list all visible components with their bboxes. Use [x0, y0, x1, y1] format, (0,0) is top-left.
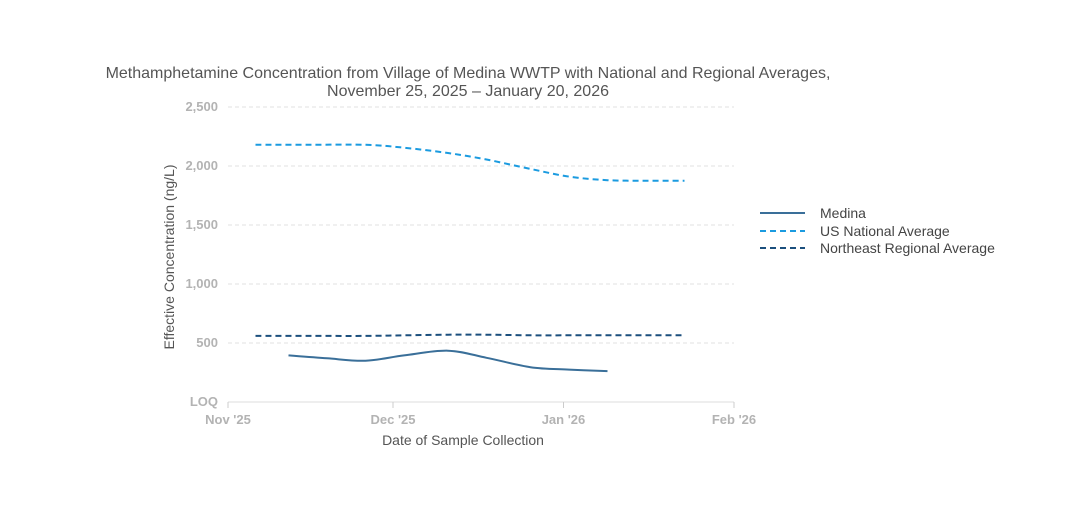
legend: Medina US National Average Northeast Reg… [760, 205, 995, 256]
series-line-medina[interactable] [288, 349, 608, 373]
x-tick-label-1: Dec '25 [370, 412, 415, 427]
y-tick-label-4: 2,000 [185, 158, 218, 173]
series-lines [255, 143, 685, 373]
legend-label-national: US National Average [820, 223, 950, 239]
y-tick-label-1: 500 [196, 335, 218, 350]
y-tick-label-2: 1,000 [185, 276, 218, 291]
grid-lines [228, 106, 734, 344]
x-axis-label: Date of Sample Collection [382, 432, 544, 448]
legend-item-national[interactable]: US National Average [760, 223, 950, 239]
x-tick-label-3: Feb '26 [712, 412, 756, 427]
y-axis-label: Effective Concentration (ng/L) [161, 165, 177, 350]
chart-subtitle: November 25, 2025 – January 20, 2026 [327, 83, 609, 100]
y-tick-label-5: 2,500 [185, 99, 218, 114]
legend-label-medina: Medina [820, 205, 866, 221]
legend-item-medina[interactable]: Medina [760, 205, 866, 221]
x-axis-ticks: Nov '25 Dec '25 Jan '26 Feb '26 [205, 402, 756, 427]
x-tick-label-0: Nov '25 [205, 412, 251, 427]
x-tick-label-2: Jan '26 [542, 412, 586, 427]
series-line-national-average[interactable] [255, 143, 685, 182]
y-tick-label-3: 1,500 [185, 217, 218, 232]
series-line-regional-average[interactable] [255, 333, 685, 337]
legend-label-regional: Northeast Regional Average [820, 240, 995, 256]
chart-title: Methamphetamine Concentration from Villa… [106, 65, 831, 82]
y-axis-ticks: LOQ 500 1,000 1,500 2,000 2,500 [185, 99, 218, 409]
y-tick-label-0: LOQ [190, 394, 218, 409]
legend-item-regional[interactable]: Northeast Regional Average [760, 240, 995, 256]
